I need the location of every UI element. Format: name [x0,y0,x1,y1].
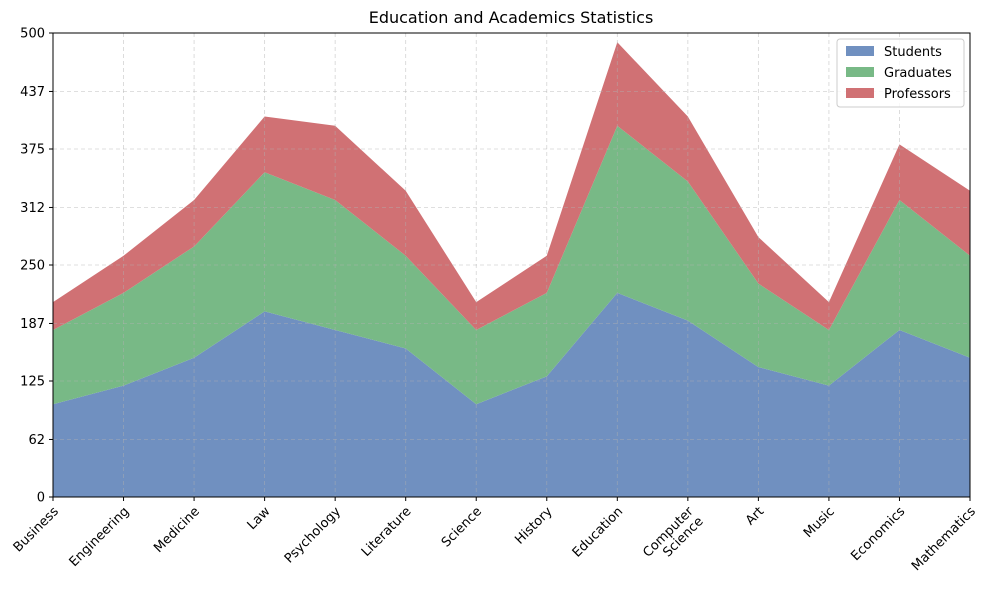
x-tick-label-line: Art [743,504,767,528]
x-tick-label: Engineering [67,504,133,570]
area-series-students [53,292,970,497]
x-tick-label: Science [439,504,485,550]
x-tick-label: Art [743,504,767,528]
y-tick-label: 125 [20,375,45,390]
x-tick-label: Mathematics [909,504,979,574]
y-tick-label: 187 [20,317,45,332]
x-tick-label-line: Literature [359,504,415,560]
y-tick-label: 312 [20,201,45,216]
x-tick-label: Psychology [282,504,344,566]
x-tick-label-line: History [512,504,556,548]
chart-title: Education and Academics Statistics [369,8,654,27]
y-tick-label: 62 [28,433,45,448]
area-series-graduates [53,125,970,405]
legend-swatch-students [846,46,874,56]
x-tick-label: Education [570,504,626,560]
y-tick-label: 0 [37,491,45,506]
x-tick-label: History [512,504,556,548]
legend-label-students: Students [884,45,942,60]
x-tick-label: Economics [848,504,908,564]
x-tick-label: Literature [359,504,415,560]
y-tick-label: 375 [20,143,45,158]
x-tick-label-line: Psychology [282,504,344,566]
legend-swatch-graduates [846,67,874,77]
x-tick-label-line: Science [439,504,485,550]
x-tick-label-line: Law [245,504,274,533]
y-tick-label: 437 [20,85,45,100]
x-tick-label: Business [11,504,62,555]
area-series-professors [53,42,970,330]
legend-label-professors: Professors [884,87,951,102]
y-tick-label: 250 [20,259,45,274]
x-tick-label-line: Economics [848,504,908,564]
x-tick-label: Medicine [151,504,203,556]
area-layer [53,42,970,497]
legend-swatch-professors [846,88,874,98]
legend-label-graduates: Graduates [884,66,952,81]
x-tick-label-line: Music [801,504,838,541]
x-tick-label: Law [245,504,274,533]
x-tick-label-line: Business [11,504,62,555]
x-tick-label-line: Medicine [151,504,203,556]
y-tick-label: 500 [20,27,45,42]
x-tick-label-line: Engineering [67,504,133,570]
x-tick-label: Music [801,504,838,541]
legend: Students Graduates Professors [836,38,965,108]
x-tick-label-line: Education [570,504,626,560]
x-tick-label-line: Mathematics [909,504,979,574]
x-tick-label: ComputerScience [640,504,707,571]
